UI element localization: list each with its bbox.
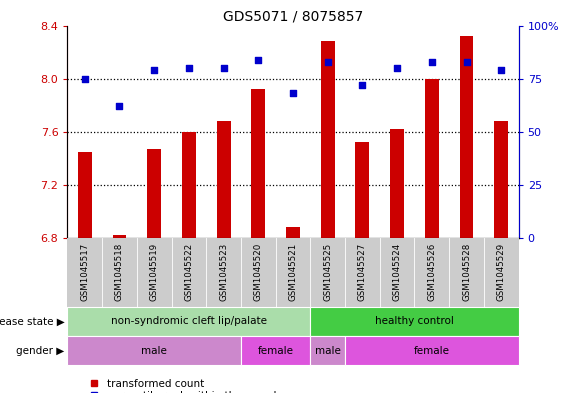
Text: GSM1045529: GSM1045529 xyxy=(497,243,506,301)
Text: GSM1045520: GSM1045520 xyxy=(254,243,263,301)
Text: GSM1045517: GSM1045517 xyxy=(80,243,89,301)
Text: gender ▶: gender ▶ xyxy=(16,346,64,356)
Point xyxy=(462,59,471,65)
Point xyxy=(357,82,367,88)
Text: GSM1045521: GSM1045521 xyxy=(288,243,298,301)
Text: disease state ▶: disease state ▶ xyxy=(0,316,64,326)
Bar xyxy=(113,235,127,238)
Text: GSM1045518: GSM1045518 xyxy=(115,243,124,301)
Point xyxy=(80,75,90,82)
Bar xyxy=(182,132,196,238)
Bar xyxy=(459,36,473,238)
Point xyxy=(288,90,298,97)
Text: female: female xyxy=(258,346,294,356)
Bar xyxy=(286,227,300,238)
Text: GSM1045524: GSM1045524 xyxy=(393,243,401,301)
Point xyxy=(115,103,124,109)
Bar xyxy=(356,142,369,238)
Text: GSM1045527: GSM1045527 xyxy=(358,243,367,301)
Bar xyxy=(78,152,91,238)
Point xyxy=(254,56,263,62)
Bar xyxy=(390,129,404,238)
Text: non-syndromic cleft lip/palate: non-syndromic cleft lip/palate xyxy=(111,316,267,326)
Text: GSM1045525: GSM1045525 xyxy=(323,243,332,301)
Bar xyxy=(251,89,265,238)
Bar xyxy=(321,41,335,238)
Text: male: male xyxy=(141,346,167,356)
Point xyxy=(184,65,193,71)
Point xyxy=(496,67,506,73)
Text: GSM1045522: GSM1045522 xyxy=(185,243,193,301)
Bar xyxy=(425,79,439,238)
Text: GDS5071 / 8075857: GDS5071 / 8075857 xyxy=(223,10,363,24)
Legend: transformed count, percentile rank within the sample: transformed count, percentile rank withi… xyxy=(84,375,287,393)
Text: healthy control: healthy control xyxy=(375,316,454,326)
Text: female: female xyxy=(414,346,450,356)
Point xyxy=(323,59,332,65)
Bar xyxy=(495,121,508,238)
Bar xyxy=(217,121,230,238)
Bar xyxy=(147,149,161,238)
Text: GSM1045526: GSM1045526 xyxy=(427,243,437,301)
Point xyxy=(393,65,402,71)
Text: GSM1045528: GSM1045528 xyxy=(462,243,471,301)
Point xyxy=(219,65,229,71)
Text: GSM1045523: GSM1045523 xyxy=(219,243,228,301)
Point xyxy=(149,67,159,73)
Text: male: male xyxy=(315,346,340,356)
Text: GSM1045519: GSM1045519 xyxy=(149,243,159,301)
Point xyxy=(427,59,437,65)
